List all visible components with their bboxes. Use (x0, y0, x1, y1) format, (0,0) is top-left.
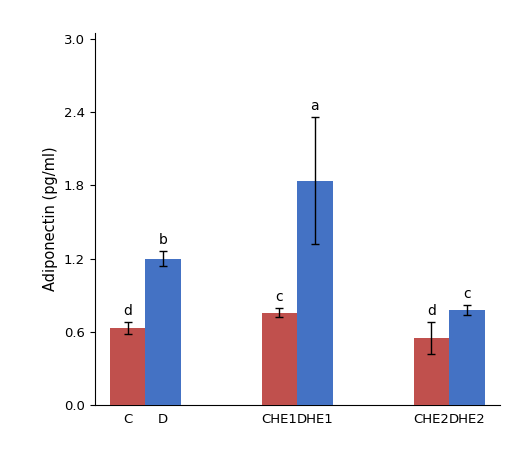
Text: b: b (159, 233, 167, 247)
Bar (145, 258, 181, 405)
Y-axis label: Adiponectin (pg/ml): Adiponectin (pg/ml) (43, 147, 58, 291)
Text: c: c (276, 290, 284, 304)
Bar (413, 338, 449, 405)
Text: d: d (427, 304, 436, 318)
Text: d: d (123, 304, 132, 317)
Bar (297, 180, 332, 405)
Bar (449, 310, 484, 405)
Text: a: a (310, 99, 319, 113)
Bar (262, 313, 297, 405)
Bar (110, 328, 145, 405)
Text: c: c (463, 287, 471, 301)
